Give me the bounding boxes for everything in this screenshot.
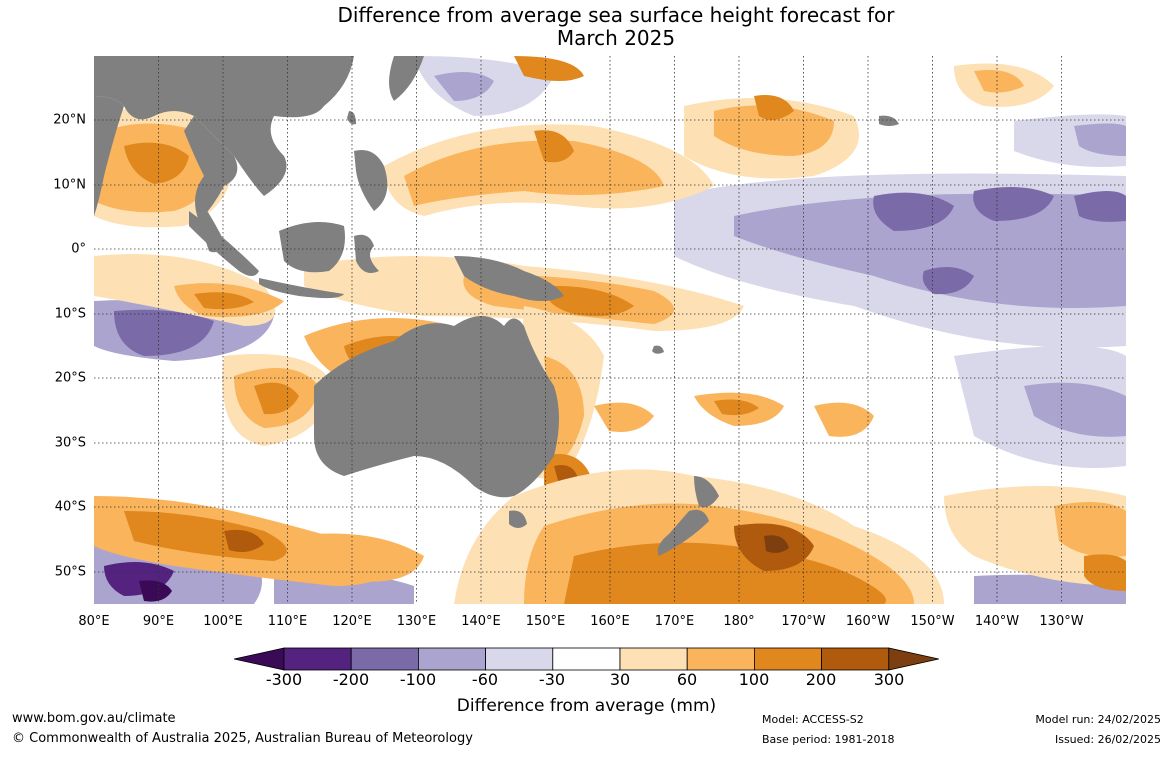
footer-issued: Issued: 26/02/2025: [1054, 733, 1161, 746]
lon-label-80e: 80°E: [78, 614, 110, 629]
colorbar-segments: [234, 647, 939, 671]
colorbar-segment: [350, 647, 419, 671]
colorbar-segment: [619, 647, 688, 671]
colorbar-tick: 300: [873, 670, 905, 689]
colorbar-arrow-max: [888, 647, 939, 671]
colorbar-title: Difference from average (mm): [456, 696, 717, 716]
taiwan: [347, 111, 356, 125]
lon-label-150w: 150°W: [910, 614, 955, 629]
positive-anomaly-regions: [94, 56, 1126, 604]
lon-label-180: 180°: [723, 614, 755, 629]
footer-base-period: Base period: 1981-2018: [762, 733, 895, 746]
map-gridlines: [94, 56, 1126, 604]
tasmania: [509, 510, 527, 528]
japan: [389, 56, 424, 101]
lat-label-10s: 10°S: [54, 306, 86, 322]
colorbar-tick: -300: [265, 670, 303, 689]
colorbar-tick: 60: [676, 670, 698, 689]
colorbar-segment: [283, 647, 352, 671]
lon-label-120e: 120°E: [332, 614, 372, 629]
footer-model: Model: ACCESS-S2: [762, 713, 864, 726]
sulawesi: [354, 234, 379, 274]
lon-label-160w: 160°W: [845, 614, 891, 629]
lon-label-160e: 160°E: [590, 614, 630, 629]
colorbar: [234, 647, 939, 671]
lon-label-140e: 140°E: [461, 614, 501, 629]
colorbar-segment: [821, 647, 890, 671]
lon-label-90e: 90°E: [142, 614, 175, 629]
new-zealand-south: [657, 509, 709, 556]
land-masses: [94, 56, 899, 556]
colorbar-tick: -60: [471, 670, 499, 689]
footer-site-link[interactable]: www.bom.gov.au/climate: [12, 711, 176, 726]
indochina: [184, 116, 238, 221]
colorbar-tick: 30: [609, 670, 631, 689]
map-title: Difference from average sea surface heig…: [0, 4, 1173, 50]
lon-label-170e: 170°E: [654, 614, 695, 629]
colorbar-segment: [485, 647, 554, 671]
lat-label-30s: 30°S: [54, 435, 86, 451]
lat-label-40s: 40°S: [54, 499, 86, 515]
lon-label-100e: 100°E: [203, 614, 243, 629]
fiji-islands: [652, 345, 664, 354]
colorbar-segment: [552, 647, 621, 671]
footer-copyright: © Commonwealth of Australia 2025, Austra…: [12, 731, 473, 746]
map-title-line2: March 2025: [556, 26, 676, 50]
sumatra: [189, 211, 259, 276]
lon-label-150e: 150°E: [525, 614, 566, 629]
lon-label-130e: 130°E: [396, 614, 437, 629]
lon-label-130w: 130°W: [1039, 614, 1084, 629]
lat-label-20s: 20°S: [54, 370, 86, 386]
colorbar-tick: -100: [399, 670, 437, 689]
colorbar-tick: -30: [538, 670, 566, 689]
australia: [314, 316, 559, 498]
lon-label-170w: 170°W: [781, 614, 826, 629]
colorbar-tick: -200: [332, 670, 370, 689]
lat-label-50s: 50°S: [54, 564, 86, 580]
colorbar-segment: [417, 647, 486, 671]
lon-label-110e: 110°E: [267, 614, 308, 629]
lon-label-140w: 140°W: [974, 614, 1020, 629]
colorbar-tick: 100: [738, 670, 770, 689]
lat-label-0: 0°: [71, 241, 86, 257]
india-peninsula: [94, 96, 124, 216]
asia-landmass: [94, 56, 354, 196]
sea-surface-height-map: [94, 56, 1126, 604]
colorbar-tick: 200: [805, 670, 837, 689]
colorbar-segment: [686, 647, 755, 671]
hawaii-islands: [879, 115, 899, 126]
map-title-line1: Difference from average sea surface heig…: [337, 3, 895, 27]
colorbar-segment: [754, 647, 823, 671]
java: [259, 278, 344, 299]
new-guinea: [454, 256, 564, 301]
lat-label-20n: 20°N: [53, 112, 86, 128]
philippines: [354, 150, 388, 211]
map-canvas: [94, 56, 1126, 604]
new-zealand-north: [694, 476, 719, 508]
footer-model-run: Model run: 24/02/2025: [1035, 713, 1161, 726]
borneo: [279, 222, 345, 273]
colorbar-arrow-min: [234, 647, 285, 671]
lat-label-10n: 10°N: [53, 177, 86, 193]
